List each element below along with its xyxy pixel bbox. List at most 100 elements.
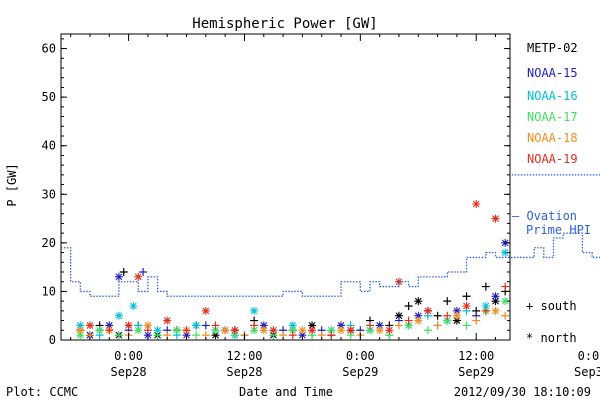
data-point-south <box>139 268 148 276</box>
chart-title: Hemispheric Power [GW] <box>192 16 377 32</box>
x-tick-time-label: 0:00 <box>578 349 600 363</box>
data-point-south <box>182 326 191 335</box>
data-point-north <box>221 326 230 335</box>
data-point-south <box>462 292 471 301</box>
series-noaa-16 <box>76 248 510 340</box>
legend-entry-noaa-19: NOAA-19 <box>527 152 578 166</box>
data-point-north <box>308 326 317 335</box>
data-point-north <box>346 326 355 335</box>
data-point-north <box>76 321 85 330</box>
data-point-south <box>365 321 374 330</box>
data-point-north <box>163 316 172 325</box>
data-point-south <box>433 321 442 330</box>
y-tick-label: 60 <box>42 42 56 56</box>
data-point-north <box>143 331 152 340</box>
data-point-north <box>375 321 384 330</box>
data-point-north <box>201 306 210 315</box>
data-point-south <box>443 297 452 306</box>
data-point-north <box>452 316 461 325</box>
footer-credit: Plot: CCMC <box>6 385 78 399</box>
data-point-north <box>414 316 423 325</box>
data-point-south <box>211 321 220 330</box>
data-point-south <box>481 282 490 291</box>
data-point-south <box>143 326 152 335</box>
x-tick-time-label: 0:00 <box>346 349 375 363</box>
x-tick-time-label: 0:00 <box>114 349 143 363</box>
data-point-north <box>114 311 123 320</box>
legend: METP-02 NOAA-15 NOAA-16 NOAA-17 NOAA-18 NOAA-… <box>512 41 591 345</box>
data-point-north <box>414 297 423 306</box>
data-point-north <box>250 326 259 335</box>
data-point-north <box>250 306 259 315</box>
y-tick-label: 50 <box>42 90 56 104</box>
data-point-north <box>172 326 181 335</box>
data-point-south <box>404 302 413 310</box>
data-point-north <box>385 326 394 335</box>
data-point-north <box>76 326 85 335</box>
marker-key-label: north <box>540 331 576 345</box>
data-point-north <box>298 326 307 335</box>
y-tick-label: 0 <box>49 333 56 347</box>
data-point-north <box>269 326 278 335</box>
data-point-north <box>452 311 461 320</box>
data-point-north <box>298 331 307 340</box>
marker-key-north: * north <box>526 331 577 345</box>
marker-key-symbol: + <box>526 299 533 313</box>
legend-entry-noaa-18: NOAA-18 <box>527 131 578 145</box>
x-axis-label: Date and Time <box>239 385 333 399</box>
data-point-north <box>423 306 432 315</box>
data-point-south <box>394 321 403 330</box>
data-point-south <box>327 331 336 340</box>
data-point-south <box>501 282 510 291</box>
data-point-north <box>114 272 123 281</box>
data-point-north <box>308 321 317 330</box>
data-point-north <box>153 326 162 335</box>
data-point-south <box>423 326 432 335</box>
data-point-south <box>153 331 162 340</box>
data-point-north <box>481 302 490 310</box>
data-point-north <box>443 316 452 325</box>
data-point-north <box>85 321 94 330</box>
data-point-north <box>462 302 471 310</box>
data-point-north <box>259 321 268 330</box>
y-tick-label: 30 <box>42 187 56 201</box>
data-point-south <box>404 316 413 325</box>
x-tick-day-label: Sep30 <box>574 365 600 379</box>
data-point-south <box>462 321 471 330</box>
data-point-north <box>288 321 297 330</box>
data-point-north <box>491 214 500 223</box>
marker-key-south: + south <box>526 299 577 313</box>
data-point-north <box>501 297 510 306</box>
x-axis: 0:00 Sep28 12:00 Sep28 0:00 Sep29 12:00 Sep29 0:… <box>70 34 600 379</box>
data-point-north <box>230 326 239 335</box>
series-noaa-19 <box>85 200 510 340</box>
y-tick-label: 40 <box>42 139 56 153</box>
footer-timestamp: 2012/09/30 18:10:09 <box>454 385 591 399</box>
data-point-north <box>491 297 500 306</box>
data-point-north <box>95 326 104 335</box>
data-point-south <box>119 268 128 276</box>
x-tick-day-label: Sep28 <box>111 365 147 379</box>
data-point-north <box>129 302 138 310</box>
data-point-south <box>105 326 114 335</box>
data-point-south <box>192 331 201 340</box>
legend-entry-noaa-16: NOAA-16 <box>527 89 578 103</box>
data-point-north <box>182 331 191 340</box>
data-point-south <box>443 311 452 320</box>
legend-ovation-label-line1: — Ovation <box>512 209 577 223</box>
x-tick-day-label: Sep29 <box>342 365 378 379</box>
data-point-north <box>472 200 481 208</box>
marker-key-symbol: * <box>526 331 533 345</box>
legend-entry-noaa-15: NOAA-15 <box>527 66 578 80</box>
plot-frame <box>60 33 511 341</box>
data-point-north <box>211 331 220 340</box>
data-point-north <box>124 321 133 330</box>
data-point-north <box>76 331 85 340</box>
y-tick-label: 20 <box>42 236 56 250</box>
data-point-south <box>472 316 481 325</box>
data-point-north <box>501 248 510 257</box>
data-point-north <box>134 326 143 335</box>
data-point-north <box>327 326 336 335</box>
plot-area <box>60 33 600 341</box>
